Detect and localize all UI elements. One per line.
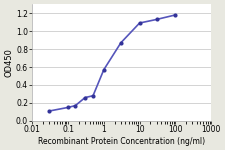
Point [138,22,141,24]
Point [173,14,177,16]
Point [66,106,70,109]
Point [47,110,51,112]
Point [83,96,87,99]
Y-axis label: OD450: OD450 [4,48,13,77]
Point [102,69,106,71]
X-axis label: Recombinant Protein Concentration (ng/ml): Recombinant Protein Concentration (ng/ml… [38,137,205,146]
Point [155,18,158,21]
Point [74,104,77,107]
Point [91,94,95,97]
Point [119,42,123,44]
